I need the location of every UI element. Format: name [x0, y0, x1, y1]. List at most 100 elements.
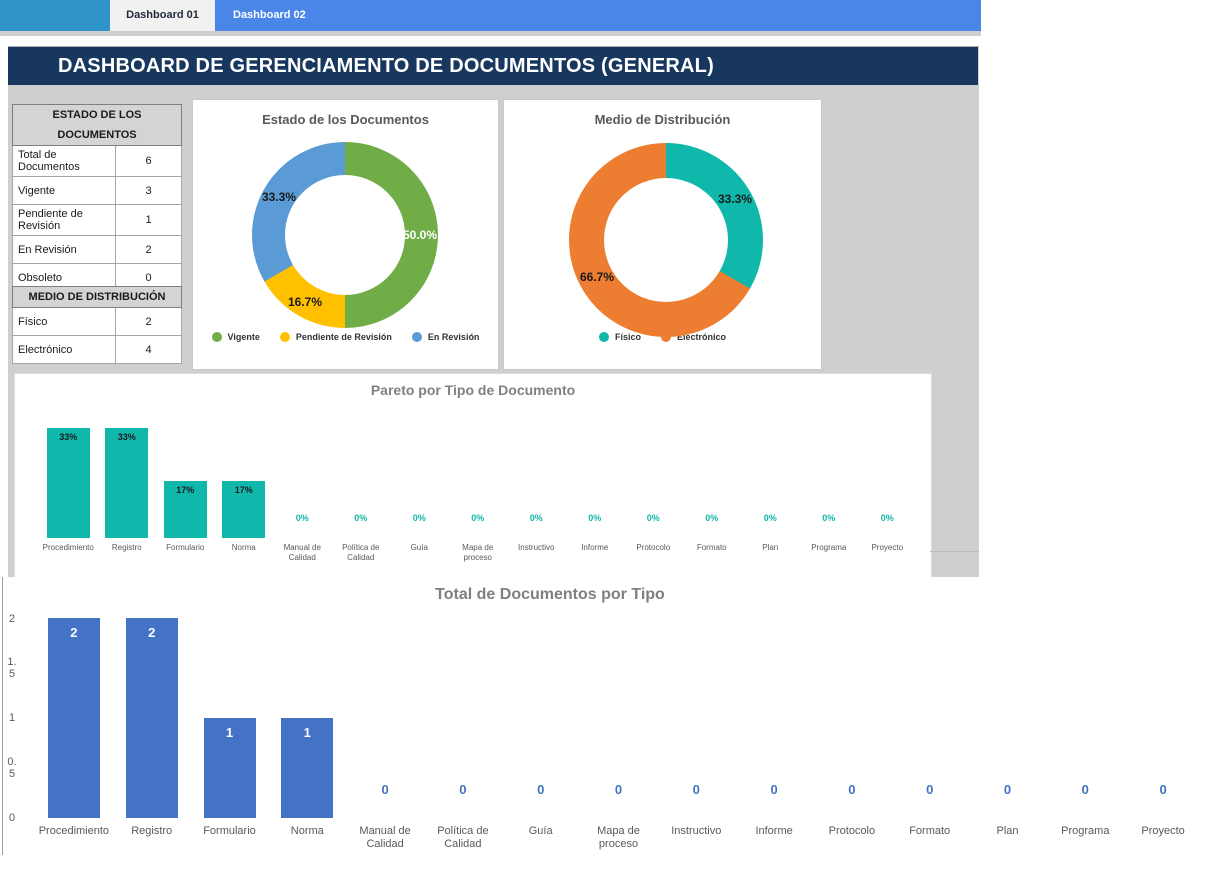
- bar-formulario[interactable]: [163, 481, 207, 538]
- bar-zero-label: 0: [848, 782, 856, 797]
- bar-zero-label: 0%: [354, 513, 368, 523]
- total-plot-area: 2 Procedimiento 2 Registro 1 Formulario 1 Norma…: [0, 577, 1209, 860]
- bar-zero-label: 0: [770, 782, 778, 797]
- category-label: Manual de Calidad: [283, 543, 321, 562]
- bar-procedimiento[interactable]: [47, 618, 100, 818]
- category-label: Mapa de proceso: [597, 825, 640, 851]
- chart-panel-estado-documentos: Estado de los Documentos Vigente Pendient…: [192, 99, 499, 370]
- category-label: Guía: [528, 825, 553, 837]
- category-label: Procedimiento: [42, 543, 94, 552]
- category-label: Protocolo: [636, 543, 671, 552]
- table-row: En Revisión 2: [12, 236, 182, 264]
- legend-dot: [279, 332, 290, 342]
- bar-norma[interactable]: [222, 481, 266, 538]
- y-tick-label: 0: [8, 811, 16, 824]
- table-cell-label[interactable]: Electrónico: [12, 336, 116, 364]
- bar-zero-label: 0: [692, 782, 700, 797]
- chart-title: Medio de Distribución: [594, 112, 731, 127]
- category-label: Formulario: [203, 825, 256, 837]
- table-cell-label[interactable]: Físico: [12, 308, 116, 336]
- bar-value-label: 1: [225, 725, 234, 740]
- category-label: Protocolo: [828, 825, 876, 837]
- donut-slice-label: 66.7%: [579, 270, 615, 284]
- category-label: Manual de Calidad: [359, 825, 411, 851]
- table-cell-label[interactable]: En Revisión: [12, 236, 116, 264]
- bar-zero-label: 0%: [588, 513, 602, 523]
- category-label: Mapa de proceso: [462, 543, 494, 562]
- table-row: Físico 2: [12, 308, 182, 336]
- category-label: Informe: [581, 543, 609, 552]
- bar-value-label: 17%: [176, 485, 195, 496]
- bar-zero-label: 0: [1003, 782, 1012, 797]
- y-tick-label: 1. 5: [7, 655, 17, 680]
- table-cell-value[interactable]: 1: [116, 205, 182, 236]
- table-cell-value[interactable]: 2: [116, 308, 182, 336]
- bar-procedimiento[interactable]: [46, 427, 90, 538]
- legend-dot: [211, 332, 222, 342]
- bar-zero-label: 0: [1159, 782, 1167, 797]
- category-label: Proyecto: [871, 543, 904, 552]
- bar-zero-label: 0%: [529, 513, 543, 523]
- category-label: Instructivo: [518, 543, 555, 552]
- legend-item: Vigente: [211, 332, 260, 342]
- category-label: Política de Calidad: [342, 543, 380, 562]
- bar-registro[interactable]: [125, 618, 178, 818]
- bar-zero-label: 0%: [763, 513, 777, 523]
- table-cell-label[interactable]: Vigente: [12, 177, 116, 205]
- category-label: Proyecto: [1141, 825, 1185, 837]
- category-label: Programa: [1061, 825, 1110, 837]
- bar-zero-label: 0: [459, 782, 467, 797]
- bar-value-label: 2: [70, 625, 78, 640]
- bar-registro[interactable]: [105, 427, 149, 538]
- donut-chart: 50.0% 16.7% 33.3%: [252, 142, 438, 328]
- table-cell-value[interactable]: 2: [116, 236, 182, 264]
- category-label: Norma: [290, 825, 324, 837]
- legend-item: Pendiente de Revisión: [279, 332, 392, 342]
- donut-slice-label: 16.7%: [287, 295, 323, 309]
- table-row: Vigente 3: [12, 177, 182, 205]
- category-label: Registro: [131, 825, 173, 837]
- bar-zero-label: 0%: [646, 513, 660, 523]
- legend-item: Electrónico: [661, 332, 726, 342]
- category-label: Instructivo: [671, 825, 722, 837]
- category-label: Formulario: [166, 543, 205, 552]
- legend-dot: [598, 332, 609, 342]
- legend-label: Vigente: [227, 332, 260, 342]
- dashboard-sheet: DASHBOARD DE GERENCIAMENTO DE DOCUMENTOS…: [8, 46, 979, 580]
- table-cell-label[interactable]: Pendiente de Revisión: [12, 205, 116, 236]
- tab-dashboard-01[interactable]: Dashboard 01: [110, 0, 215, 31]
- chart-panel-medio-distribucion: Medio de Distribución Físico Electrónico …: [503, 99, 822, 370]
- bar-value-label: 33%: [117, 431, 136, 442]
- donut-slice-label: 50.0%: [402, 228, 438, 242]
- sheet-tab-bar: Dashboard 01 Dashboard 02: [0, 0, 981, 31]
- table-cell-value[interactable]: 6: [116, 146, 182, 177]
- table-row: Total de Documentos 6: [12, 146, 182, 177]
- y-tick-label: 1: [8, 711, 16, 724]
- table-medio-distribucion: MEDIO DE DISTRIBUCIÓN Físico 2 Electrónico 4: [12, 286, 182, 364]
- bar-zero-label: 0%: [471, 513, 485, 523]
- category-label: Plan: [762, 543, 779, 552]
- bar-formulario[interactable]: [203, 718, 256, 818]
- legend-label: Físico: [614, 332, 641, 342]
- category-label: Procedimiento: [38, 825, 110, 837]
- table-header: MEDIO DE DISTRIBUCIÓN: [12, 286, 182, 308]
- table-cell-value[interactable]: 3: [116, 177, 182, 205]
- tab-dashboard-02[interactable]: Dashboard 02: [233, 9, 306, 21]
- table-cell-label[interactable]: Total de Documentos: [12, 146, 116, 177]
- bar-zero-label: 0: [537, 782, 545, 797]
- bar-value-label: 2: [148, 625, 156, 640]
- table-row: Electrónico 4: [12, 336, 182, 364]
- pareto-plot-area: 33% Procedimiento 33% Registro 17% Formulario…: [15, 374, 931, 579]
- legend-dot: [661, 332, 671, 342]
- donut-hole: [285, 175, 405, 295]
- legend-label: Pendiente de Revisión: [295, 332, 392, 342]
- table-cell-value[interactable]: 4: [116, 336, 182, 364]
- chart-left-border: [2, 577, 3, 855]
- worksheet-gridline: [930, 551, 979, 552]
- chart-panel-total-documentos: Total de Documentos por Tipo 2 1. 5 1 0. 5 0…: [0, 577, 1209, 860]
- bar-norma[interactable]: [281, 718, 334, 818]
- legend-label: Electrónico: [677, 332, 727, 342]
- table-header: ESTADO DE LOS DOCUMENTOS: [12, 104, 182, 146]
- donut-slice-label: 33.3%: [261, 190, 297, 204]
- legend-item: En Revisión: [411, 332, 479, 342]
